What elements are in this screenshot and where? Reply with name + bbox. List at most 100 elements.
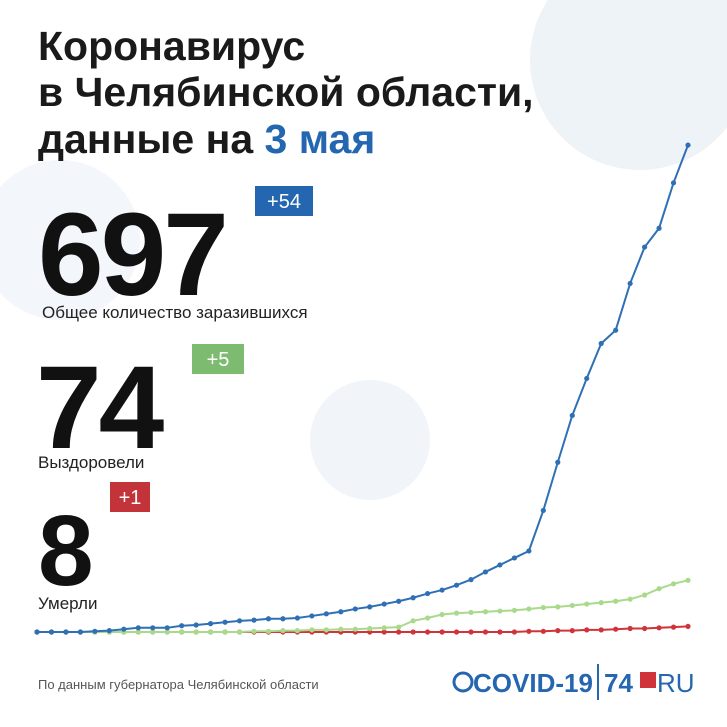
data-point [179, 623, 185, 629]
data-point [482, 629, 489, 635]
title-line: данные на [38, 116, 254, 162]
data-point [208, 629, 214, 635]
data-point [425, 590, 431, 597]
data-point [280, 628, 286, 634]
data-point [526, 628, 532, 634]
data-point [584, 375, 590, 382]
stat-change: +1 [119, 487, 142, 509]
data-point [425, 615, 431, 621]
data-point [482, 569, 489, 575]
data-point [135, 625, 141, 631]
data-point [367, 604, 373, 610]
stat-number: 697 [38, 189, 226, 321]
data-point [497, 608, 503, 614]
data-point [338, 626, 344, 632]
data-point [569, 628, 575, 634]
decor-virus [530, 0, 727, 170]
stat-label: Общее количество заразившихся [42, 303, 308, 322]
data-point [540, 628, 546, 634]
data-point [92, 628, 98, 634]
stat-number: 8 [38, 495, 91, 607]
data-point [121, 626, 127, 632]
stat-change: +5 [207, 349, 230, 371]
data-point [236, 629, 243, 635]
data-point [410, 595, 416, 601]
data-point [280, 616, 286, 622]
data-point [193, 622, 199, 628]
data-point [48, 629, 55, 635]
data-point [540, 507, 546, 514]
data-point [265, 628, 272, 634]
data-point [627, 280, 633, 287]
data-point [265, 616, 272, 622]
data-point [381, 625, 387, 631]
data-point [381, 601, 387, 607]
data-point [453, 629, 460, 635]
data-point [613, 626, 619, 632]
stat-number: 74 [36, 342, 164, 474]
data-point [208, 621, 214, 627]
data-point [511, 607, 517, 613]
data-point [34, 629, 40, 635]
data-point [555, 628, 561, 634]
logo-ru: RU [657, 668, 695, 698]
data-point [555, 604, 561, 610]
data-point [222, 619, 228, 625]
data-point [555, 459, 561, 465]
data-point [309, 627, 315, 633]
data-point [425, 629, 431, 635]
data-point [164, 629, 170, 635]
decor-virus [0, 160, 140, 320]
data-point [294, 628, 300, 634]
data-point [656, 225, 662, 231]
data-point [670, 581, 677, 587]
data-point [439, 587, 445, 593]
data-point [63, 629, 69, 635]
data-point [598, 627, 604, 633]
data-point [453, 582, 460, 588]
data-point [642, 625, 648, 632]
change-badge [192, 344, 244, 374]
data-point [294, 615, 300, 621]
data-point [526, 606, 532, 612]
data-point [569, 602, 575, 609]
data-point [497, 562, 503, 568]
data-point [453, 610, 460, 616]
data-point [106, 628, 112, 634]
data-point [309, 613, 315, 619]
data-point [439, 629, 445, 635]
data-point [540, 604, 546, 611]
data-point [381, 629, 387, 635]
data-point [511, 629, 517, 635]
data-point [150, 625, 156, 631]
data-point [251, 628, 257, 634]
title-line: данные на 3 мая [38, 116, 375, 162]
data-point [627, 596, 633, 602]
data-point [179, 629, 185, 635]
data-point [584, 601, 590, 607]
data-point [511, 555, 517, 561]
source-note: По данным губернатора Челябинской област… [38, 677, 319, 692]
data-point [482, 609, 489, 615]
data-point [468, 629, 474, 635]
data-point [150, 629, 156, 635]
data-point [598, 340, 604, 347]
data-point [670, 180, 677, 186]
change-badge [110, 482, 150, 512]
data-point [164, 625, 170, 631]
data-point [656, 586, 662, 592]
data-point [352, 606, 358, 612]
data-point [77, 629, 83, 635]
change-badge [255, 186, 313, 216]
data-point [468, 577, 474, 583]
stat-label: Выздоровели [38, 453, 144, 472]
data-point [656, 625, 662, 631]
data-point [642, 244, 648, 250]
data-point [569, 412, 575, 419]
data-point [410, 618, 416, 624]
data-point [193, 629, 199, 635]
data-point [396, 629, 402, 635]
data-point [410, 629, 416, 635]
data-point [598, 600, 604, 606]
